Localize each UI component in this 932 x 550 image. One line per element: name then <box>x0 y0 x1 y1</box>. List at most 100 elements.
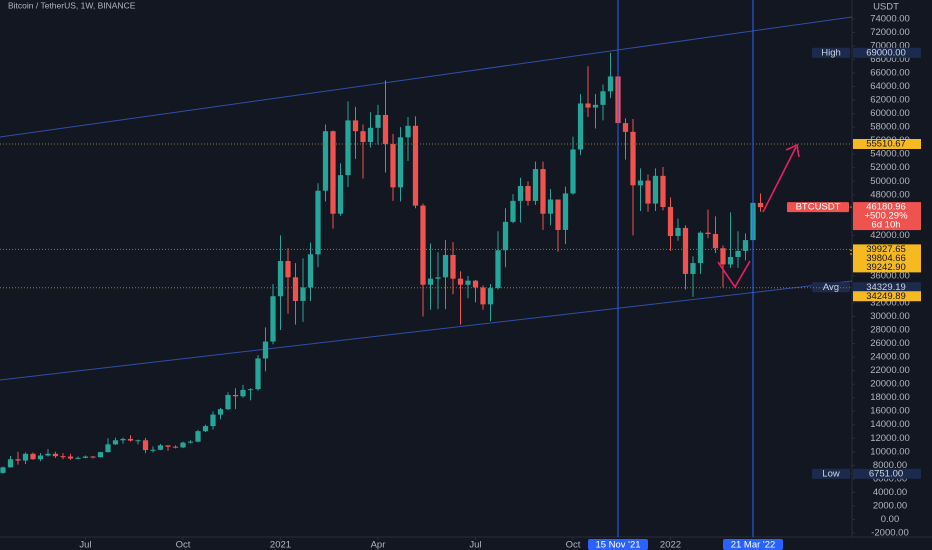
candle-body <box>735 250 741 258</box>
y-tick-label: 4000.00 <box>873 487 907 498</box>
y-tick-label: 72000.00 <box>870 27 910 38</box>
candle-body <box>322 131 329 191</box>
arrow-head <box>785 143 800 158</box>
candle-body <box>45 453 51 456</box>
candle-body <box>127 438 134 441</box>
candle-body <box>472 280 479 288</box>
candle-body <box>52 453 59 457</box>
y-tick-label: 42000.00 <box>870 230 910 241</box>
y-tick-label: 70000.00 <box>870 41 910 52</box>
candle-body <box>202 426 209 432</box>
candle-body <box>585 103 591 108</box>
y-tick-label: 10000.00 <box>870 446 910 457</box>
price-tag-box <box>853 253 921 264</box>
candle-body <box>427 278 434 285</box>
y-tick-label: 24000.00 <box>870 352 910 363</box>
candle-body <box>502 221 509 251</box>
currency-label: USDT <box>873 2 899 13</box>
price-name-box <box>812 468 850 479</box>
candle-body <box>690 263 696 274</box>
marker-label: 21 Mar '22 <box>731 540 776 550</box>
y-tick-label: 60000.00 <box>870 108 910 119</box>
candle-body <box>412 125 419 206</box>
y-tick-label: 50000.00 <box>870 176 910 187</box>
candle-body <box>30 453 36 460</box>
candle-body <box>157 445 164 450</box>
candle-body <box>720 248 726 265</box>
y-tick-label: 68000.00 <box>870 54 910 65</box>
candle-body <box>300 287 306 301</box>
channel-lower <box>0 280 853 381</box>
price-change: +500.29% <box>864 211 908 222</box>
candle-body <box>397 137 404 188</box>
candle-body <box>120 438 126 441</box>
candle-body <box>7 459 14 468</box>
candle-body <box>255 358 261 390</box>
candle-body <box>435 277 441 279</box>
y-tick-label: 52000.00 <box>870 162 910 173</box>
price-name: Low <box>822 468 840 479</box>
candle-body <box>630 131 636 186</box>
candle-body <box>757 202 764 208</box>
candle-body <box>360 131 366 143</box>
price-name-box <box>787 202 849 213</box>
y-tick-label: 8000.00 <box>873 460 907 471</box>
y-tick-label: 2000.00 <box>873 500 907 511</box>
candle-body <box>555 199 561 230</box>
candle-body <box>210 414 216 427</box>
candle-body <box>622 123 629 132</box>
price-tag-label: 55510.67 <box>866 139 906 150</box>
candle-body <box>532 169 539 201</box>
candle-body <box>240 389 246 397</box>
candle-body <box>142 440 149 451</box>
price-name: BTCUSDT <box>796 202 841 213</box>
candle-body <box>330 131 336 214</box>
candle-body <box>450 254 456 279</box>
candle-body <box>727 257 734 265</box>
candle-body <box>345 120 351 176</box>
price-tag-label: 39927.65 <box>866 244 906 255</box>
candle-body <box>495 250 501 289</box>
candle-body <box>90 456 96 458</box>
candle-body <box>352 120 359 132</box>
candle-body <box>247 389 254 391</box>
candle-body <box>442 254 449 278</box>
marker-box <box>723 539 783 550</box>
candle-body <box>112 440 119 445</box>
price-name: Avg <box>823 282 839 293</box>
price-tag-box <box>853 244 921 255</box>
candle-body <box>37 455 44 460</box>
price-tag-label: 39242.90 <box>866 262 906 273</box>
y-tick-label: 14000.00 <box>870 419 910 430</box>
price-tag-box <box>853 262 921 273</box>
candle-body <box>180 442 186 448</box>
candle-body <box>292 277 299 301</box>
price-name: High <box>821 47 841 58</box>
candle-body <box>270 296 276 342</box>
y-tick-label: 58000.00 <box>870 122 910 133</box>
candle-body <box>420 205 426 285</box>
candle-body <box>667 206 674 237</box>
candle-body <box>517 185 524 201</box>
y-tick-label: 64000.00 <box>870 81 910 92</box>
candle-body <box>682 227 689 274</box>
candle-body <box>675 227 681 237</box>
y-tick-label: 22000.00 <box>870 365 910 376</box>
candle-body <box>457 278 464 285</box>
candle-body <box>405 125 411 138</box>
chart-title: Bitcoin / TetherUS, 1W, BINANCE <box>8 0 136 10</box>
y-tick-label: 20000.00 <box>870 379 910 390</box>
y-tick-label: 66000.00 <box>870 68 910 79</box>
candle-body <box>262 341 269 359</box>
candle-body <box>277 261 284 297</box>
x-tick-label: Oct <box>566 540 581 550</box>
candle-body <box>105 444 111 453</box>
x-tick-label: Jul <box>79 540 91 550</box>
price-countdown: 6d 10h <box>871 220 900 231</box>
candle-body <box>600 91 606 105</box>
y-tick-label: 12000.00 <box>870 433 910 444</box>
x-tick-label: Oct <box>176 540 191 550</box>
candle-body <box>82 456 89 458</box>
price-tag-label: 6751.00 <box>869 468 903 479</box>
